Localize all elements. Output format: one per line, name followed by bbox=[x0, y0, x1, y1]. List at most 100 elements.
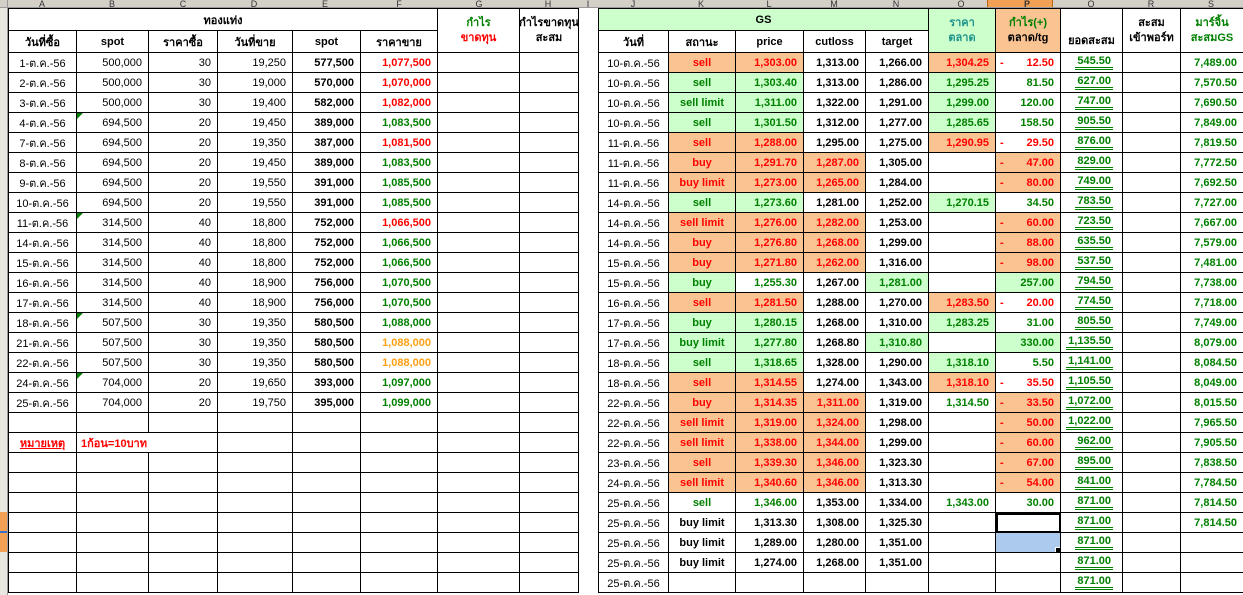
cell-spot[interactable]: 694,500 bbox=[77, 133, 149, 153]
cell-spot[interactable]: 500,000 bbox=[77, 53, 149, 73]
cell-market-price[interactable] bbox=[929, 233, 996, 253]
cell-market-price[interactable] bbox=[929, 453, 996, 473]
cell-spot-2[interactable]: 391,000 bbox=[293, 173, 361, 193]
cell-buy-date[interactable]: 2-ต.ค.-56 bbox=[9, 73, 77, 93]
cell-margin[interactable]: 7,579.00 bbox=[1181, 233, 1243, 253]
gs-col-header-3[interactable]: cutloss bbox=[804, 31, 866, 53]
cell-total-accum[interactable]: 871.00 bbox=[1061, 493, 1123, 513]
cell-spot-2[interactable]: 580,500 bbox=[293, 333, 361, 353]
empty-cell[interactable] bbox=[218, 473, 293, 493]
cell-total-accum[interactable]: 905.50 bbox=[1061, 113, 1123, 133]
cell-cumulative-empty[interactable] bbox=[520, 353, 579, 373]
cell-spot[interactable]: 704,000 bbox=[77, 393, 149, 413]
cell-spot[interactable]: 500,000 bbox=[77, 73, 149, 93]
cell-total-accum[interactable]: 537.50 bbox=[1061, 253, 1123, 273]
gold-table-title[interactable]: ทองแท่ง bbox=[9, 9, 438, 31]
cell-status[interactable]: buy bbox=[669, 253, 736, 273]
empty-cell[interactable] bbox=[149, 513, 218, 533]
note-label-cell[interactable]: หมายเหตุ bbox=[9, 433, 77, 453]
cell-buy-date[interactable]: 18-ต.ค.-56 bbox=[9, 313, 77, 333]
cell-target[interactable]: 1,284.00 bbox=[866, 173, 929, 193]
cell-buy-date[interactable]: 9-ต.ค.-56 bbox=[9, 173, 77, 193]
cell-market-price[interactable]: 1,318.10 bbox=[929, 353, 996, 373]
cell-price[interactable]: 1,277.80 bbox=[736, 333, 804, 353]
cell-profit[interactable]: - 67.00 bbox=[996, 453, 1061, 473]
cell-cutloss[interactable]: 1,346.00 bbox=[804, 473, 866, 493]
cell-date[interactable]: 17-ต.ค.-56 bbox=[599, 313, 669, 333]
cell-target[interactable]: 1,316.00 bbox=[866, 253, 929, 273]
cell-port-accum[interactable] bbox=[1123, 73, 1181, 93]
column-letter-M[interactable]: M bbox=[830, 0, 838, 8]
cell-profit[interactable]: 120.00 bbox=[996, 93, 1061, 113]
cell-market-price[interactable] bbox=[929, 573, 996, 593]
cell-cutloss[interactable]: 1,265.00 bbox=[804, 173, 866, 193]
cell-cutloss[interactable]: 1,280.00 bbox=[804, 533, 866, 553]
gs-col-header-4[interactable]: target bbox=[866, 31, 929, 53]
cell-port-accum[interactable] bbox=[1123, 413, 1181, 433]
cell-sell-price[interactable]: 1,070,500 bbox=[361, 293, 438, 313]
empty-cell[interactable] bbox=[520, 533, 579, 553]
cell-market-price[interactable]: 1,318.10 bbox=[929, 373, 996, 393]
cell-price[interactable]: 1,319.00 bbox=[736, 413, 804, 433]
empty-cell[interactable] bbox=[438, 473, 520, 493]
column-letter-C[interactable]: C bbox=[179, 0, 187, 8]
cell-cumulative-empty[interactable] bbox=[520, 53, 579, 73]
cell-target[interactable]: 1,291.00 bbox=[866, 93, 929, 113]
cell-cumulative-empty[interactable] bbox=[520, 153, 579, 173]
empty-cell[interactable] bbox=[361, 513, 438, 533]
cell-total-accum[interactable]: 805.50 bbox=[1061, 313, 1123, 333]
cell-profit[interactable]: - 60.00 bbox=[996, 213, 1061, 233]
cell-target[interactable]: 1,253.00 bbox=[866, 213, 929, 233]
cell-cutloss[interactable]: 1,268.00 bbox=[804, 233, 866, 253]
cell-profit[interactable] bbox=[996, 533, 1061, 553]
cell-profit[interactable]: - 54.00 bbox=[996, 473, 1061, 493]
cell-total-accum[interactable]: 794.50 bbox=[1061, 273, 1123, 293]
cell-port-accum[interactable] bbox=[1123, 513, 1181, 533]
empty-cell[interactable] bbox=[438, 573, 520, 593]
cell-price[interactable]: 1,314.35 bbox=[736, 393, 804, 413]
cell-price[interactable]: 1,338.00 bbox=[736, 433, 804, 453]
cell-cumulative-empty[interactable] bbox=[520, 133, 579, 153]
cell-total-accum[interactable]: 962.00 bbox=[1061, 433, 1123, 453]
cell-price[interactable]: 1,311.00 bbox=[736, 93, 804, 113]
cell-status[interactable]: sell limit bbox=[669, 93, 736, 113]
cell-profit[interactable]: 34.50 bbox=[996, 193, 1061, 213]
cell-status[interactable]: sell bbox=[669, 293, 736, 313]
cell-date[interactable]: 25-ต.ค.-56 bbox=[599, 533, 669, 553]
cell-port-accum[interactable] bbox=[1123, 533, 1181, 553]
cell-port-accum[interactable] bbox=[1123, 233, 1181, 253]
cell-margin[interactable]: 7,814.50 bbox=[1181, 493, 1243, 513]
cell-profit[interactable]: 257.00 bbox=[996, 273, 1061, 293]
cell-margin[interactable] bbox=[1181, 553, 1243, 573]
cell-port-accum[interactable] bbox=[1123, 313, 1181, 333]
cell-target[interactable]: 1,323.30 bbox=[866, 453, 929, 473]
cell-cutloss[interactable]: 1,344.00 bbox=[804, 433, 866, 453]
cell-port-accum[interactable] bbox=[1123, 193, 1181, 213]
cell-spot[interactable]: 314,500 bbox=[77, 233, 149, 253]
empty-cell[interactable] bbox=[520, 433, 579, 453]
cell-port-accum[interactable] bbox=[1123, 573, 1181, 593]
cell-total-accum[interactable]: 749.00 bbox=[1061, 173, 1123, 193]
cell-profit[interactable] bbox=[996, 513, 1061, 533]
cell-spot-2[interactable]: 389,000 bbox=[293, 113, 361, 133]
cell-cutloss[interactable]: 1,353.00 bbox=[804, 493, 866, 513]
cell-buy-price[interactable]: 20 bbox=[149, 153, 218, 173]
cell-sell-date[interactable]: 19,650 bbox=[218, 373, 293, 393]
profit-loss-header[interactable]: กำไร ขาดทุน bbox=[438, 9, 520, 53]
cell-margin[interactable]: 7,784.50 bbox=[1181, 473, 1243, 493]
cell-margin[interactable]: 7,814.50 bbox=[1181, 513, 1243, 533]
cell-port-accum[interactable] bbox=[1123, 133, 1181, 153]
empty-cell[interactable] bbox=[361, 553, 438, 573]
cell-status[interactable]: buy bbox=[669, 393, 736, 413]
cell-margin[interactable]: 7,692.50 bbox=[1181, 173, 1243, 193]
cell-spot[interactable]: 694,500 bbox=[77, 173, 149, 193]
cell-market-price[interactable] bbox=[929, 473, 996, 493]
cell-buy-price[interactable]: 20 bbox=[149, 393, 218, 413]
cell-total-accum[interactable]: 829.00 bbox=[1061, 153, 1123, 173]
cell-date[interactable]: 22-ต.ค.-56 bbox=[599, 413, 669, 433]
cell-spot[interactable]: 507,500 bbox=[77, 353, 149, 373]
cell-target[interactable]: 1,275.00 bbox=[866, 133, 929, 153]
cell-market-price[interactable] bbox=[929, 173, 996, 193]
cell-cumulative-empty[interactable] bbox=[520, 173, 579, 193]
cell-status[interactable]: sell limit bbox=[669, 413, 736, 433]
